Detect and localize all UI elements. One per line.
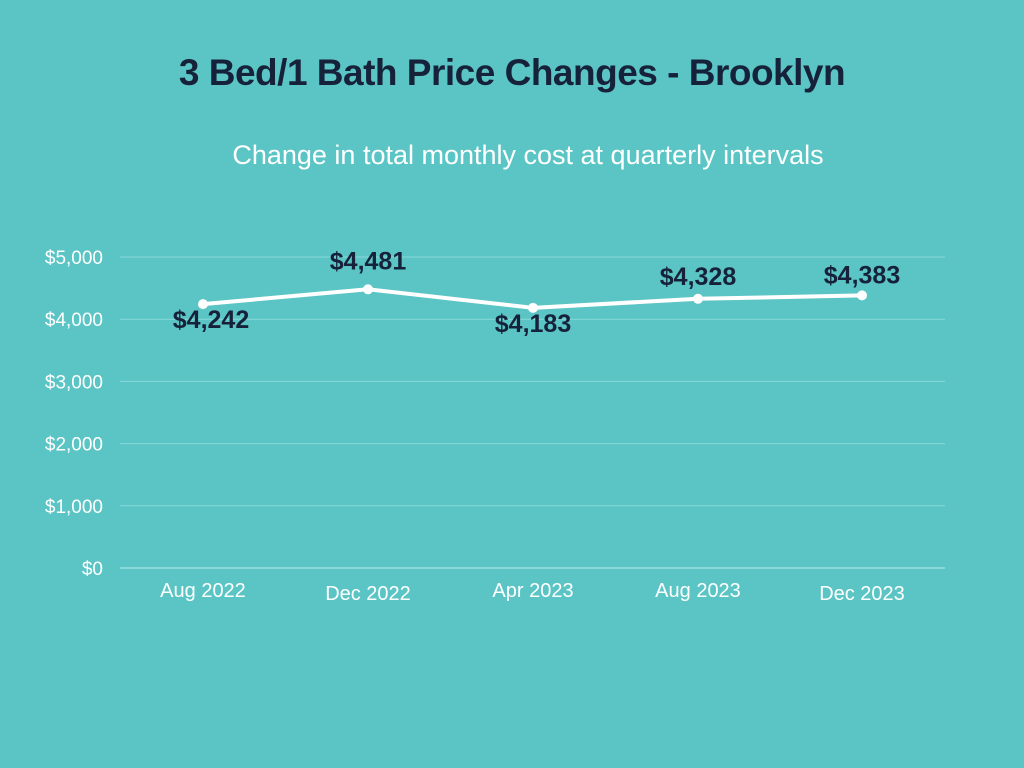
data-labels: $4,242 $4,481 $4,183 $4,328 $4,383 <box>173 247 900 338</box>
x-tick-label: Aug 2023 <box>655 580 741 602</box>
chart-title: 3 Bed/1 Bath Price Changes - Brooklyn <box>178 52 846 93</box>
x-tick-label: Dec 2023 <box>819 583 905 605</box>
data-label: $4,183 <box>495 310 571 338</box>
y-tick-label: $3,000 <box>45 372 103 393</box>
data-point <box>528 302 538 313</box>
data-point <box>693 293 703 304</box>
x-tick-label: Aug 2022 <box>160 580 246 602</box>
y-tick-label: $5,000 <box>45 248 103 269</box>
data-points <box>198 284 867 313</box>
x-tick-label: Dec 2022 <box>325 583 411 605</box>
data-label: $4,481 <box>330 247 407 275</box>
x-tick-label: Apr 2023 <box>492 580 573 602</box>
gridlines <box>120 256 945 569</box>
y-axis-ticks: $0 $1,000 $2,000 $3,000 $4,000 $5,000 <box>45 248 103 580</box>
y-tick-label: $1,000 <box>45 497 103 518</box>
data-label: $4,242 <box>173 306 249 334</box>
y-tick-label: $0 <box>82 559 103 580</box>
data-point <box>857 290 867 301</box>
x-axis-ticks: Aug 2022 Dec 2022 Apr 2023 Aug 2023 Dec 2023 <box>160 580 905 605</box>
data-point <box>363 284 373 295</box>
data-label: $4,383 <box>824 261 900 289</box>
y-tick-label: $4,000 <box>45 310 103 331</box>
data-label: $4,328 <box>660 263 737 291</box>
y-tick-label: $2,000 <box>45 435 103 456</box>
chart-subtitle: Change in total monthly cost at quarterl… <box>232 140 824 170</box>
data-point <box>198 299 208 310</box>
